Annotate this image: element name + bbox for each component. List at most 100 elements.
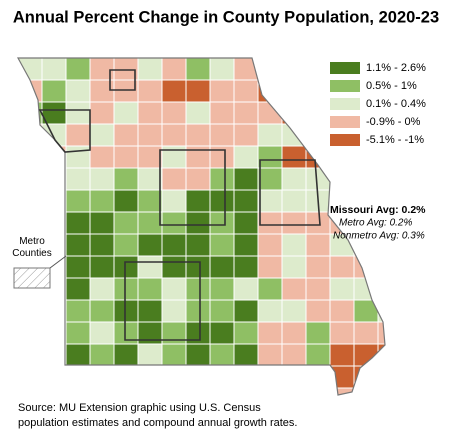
legend-label: 0.5% - 1%	[366, 80, 417, 92]
county	[353, 145, 379, 169]
county	[209, 255, 235, 279]
county	[137, 189, 163, 213]
county	[377, 343, 385, 367]
county	[89, 145, 115, 169]
state-average: Missouri Avg: 0.2%	[330, 204, 426, 216]
county	[209, 233, 235, 257]
county	[41, 343, 67, 367]
county	[305, 123, 331, 147]
county	[233, 277, 259, 301]
county	[281, 167, 307, 191]
county	[161, 189, 187, 213]
county	[281, 321, 307, 345]
county	[281, 123, 307, 147]
county	[329, 343, 355, 367]
county	[185, 79, 211, 103]
county	[65, 343, 91, 367]
county	[233, 167, 259, 191]
county	[113, 365, 139, 389]
county	[233, 101, 259, 125]
county	[137, 255, 163, 279]
county	[65, 189, 91, 213]
county	[65, 101, 91, 125]
county	[305, 58, 331, 81]
county	[209, 277, 235, 301]
county	[233, 189, 259, 213]
county	[89, 167, 115, 191]
county	[281, 189, 307, 213]
county	[281, 365, 307, 389]
county	[233, 123, 259, 147]
county	[18, 79, 43, 103]
county	[137, 211, 163, 235]
county	[257, 277, 283, 301]
county	[281, 79, 307, 103]
metro-label: Metro Counties	[12, 236, 52, 259]
county	[113, 233, 139, 257]
county	[18, 123, 43, 147]
county	[257, 167, 283, 191]
county	[137, 101, 163, 125]
county	[281, 233, 307, 257]
county	[185, 167, 211, 191]
county	[113, 189, 139, 213]
county	[329, 321, 355, 345]
county	[281, 58, 307, 81]
county	[41, 189, 67, 213]
county	[209, 189, 235, 213]
county	[89, 277, 115, 301]
county	[185, 365, 211, 389]
county	[305, 255, 331, 279]
county	[209, 101, 235, 125]
county	[18, 189, 43, 213]
county	[305, 387, 331, 395]
county	[185, 299, 211, 323]
county	[161, 167, 187, 191]
county	[329, 387, 355, 395]
county	[257, 365, 283, 389]
legend-label: -0.9% - 0%	[366, 116, 421, 128]
county	[257, 387, 283, 395]
county	[305, 233, 331, 257]
county	[89, 365, 115, 389]
county	[377, 277, 385, 301]
county	[161, 255, 187, 279]
county	[281, 387, 307, 395]
county	[89, 233, 115, 257]
county	[137, 365, 163, 389]
county	[233, 145, 259, 169]
county	[233, 255, 259, 279]
county	[257, 255, 283, 279]
title: Annual Percent Change in County Populati…	[13, 8, 439, 26]
county	[65, 277, 91, 301]
county	[305, 365, 331, 389]
county	[41, 299, 67, 323]
county	[281, 343, 307, 367]
county	[89, 299, 115, 323]
county	[65, 58, 91, 81]
county	[41, 211, 67, 235]
county	[65, 365, 91, 389]
county	[281, 255, 307, 279]
county	[137, 145, 163, 169]
county	[281, 211, 307, 235]
county	[113, 101, 139, 125]
county	[113, 255, 139, 279]
legend-swatch	[330, 98, 360, 110]
county	[65, 123, 91, 147]
county	[65, 79, 91, 103]
county	[65, 167, 91, 191]
county	[113, 145, 139, 169]
county	[65, 145, 91, 169]
county	[41, 365, 67, 389]
county	[161, 123, 187, 147]
county	[377, 321, 385, 345]
legend-swatch	[330, 80, 360, 92]
county	[161, 343, 187, 367]
county	[377, 255, 385, 279]
county	[161, 365, 187, 389]
county	[305, 79, 331, 103]
county	[137, 79, 163, 103]
county	[185, 255, 211, 279]
county	[18, 343, 43, 367]
